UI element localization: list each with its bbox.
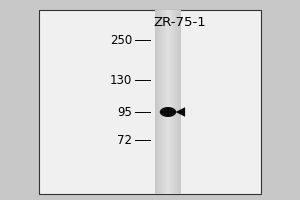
Bar [174,10,175,194]
Bar [165,10,166,194]
Bar [169,10,170,194]
Polygon shape [176,107,185,117]
Text: 130: 130 [110,73,132,86]
Bar [39,10,261,194]
Bar [166,10,167,194]
Bar [178,10,179,194]
Bar [160,10,161,194]
Bar [175,10,176,194]
Bar [156,10,157,194]
Text: ZR-75-1: ZR-75-1 [154,16,206,29]
Bar [161,10,162,194]
Bar [179,10,180,194]
Bar [164,10,165,194]
Bar [177,10,178,194]
Bar [180,10,181,194]
Bar [176,10,177,194]
Ellipse shape [160,107,176,117]
Text: 95: 95 [117,106,132,118]
Bar [158,10,159,194]
Bar [154,10,155,194]
Bar [167,10,168,194]
Bar [172,10,173,194]
Bar [157,10,158,194]
Bar [155,10,156,194]
Bar [173,10,174,194]
Bar [171,10,172,194]
Bar [181,10,182,194]
Bar [159,10,160,194]
Bar [170,10,171,194]
Bar [162,10,163,194]
Bar [163,10,164,194]
Text: 72: 72 [117,134,132,146]
Bar [168,10,169,194]
Text: 250: 250 [110,33,132,46]
